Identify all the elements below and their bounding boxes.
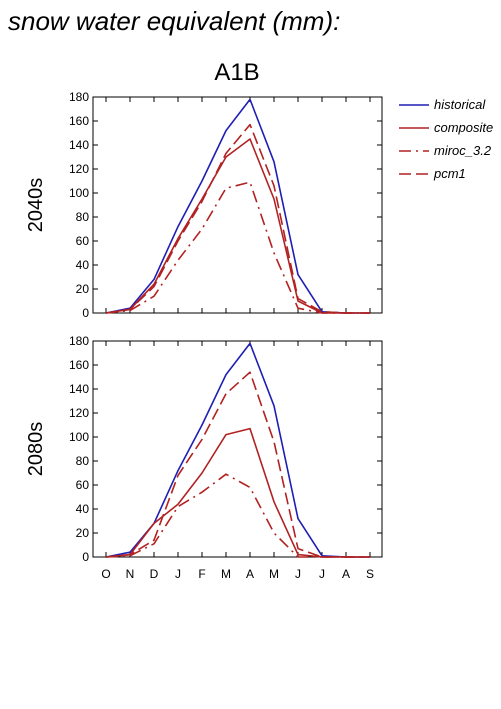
page-title: snow water equivalent (mm): (8, 6, 341, 36)
y-tick-label: 180 (69, 334, 89, 348)
panel-label-2040s: 2040s (25, 178, 47, 233)
x-tick-label: J (175, 567, 181, 581)
y-tick-label: 160 (69, 358, 89, 372)
y-tick-label: 20 (76, 526, 90, 540)
y-tick-label: 80 (76, 454, 90, 468)
legend-label-miroc_3.2: miroc_3.2 (434, 143, 492, 158)
series-line-historical-2040s (105, 98, 370, 314)
plot-frame-2040s (92, 96, 383, 314)
y-tick-label: 180 (69, 90, 89, 104)
x-tick-label: A (246, 567, 254, 581)
plot-frame-2080s (92, 340, 383, 558)
y-tick-label: 120 (69, 162, 89, 176)
x-tick-label: J (295, 567, 301, 581)
y-tick-label: 140 (69, 138, 89, 152)
y-tick-label: 0 (82, 550, 89, 564)
x-tick-label: J (319, 567, 325, 581)
y-tick-label: 60 (76, 478, 90, 492)
x-tick-label: M (221, 567, 231, 581)
scenario-title: A1B (214, 59, 259, 86)
y-tick-label: 20 (76, 282, 90, 296)
x-tick-label: S (366, 567, 374, 581)
series-line-composite-2040s (105, 138, 370, 314)
x-tick-label: N (126, 567, 135, 581)
y-tick-label: 40 (76, 258, 90, 272)
y-tick-label: 100 (69, 186, 89, 200)
series-line-historical-2080s (105, 342, 370, 558)
series-line-pcm1-2040s (105, 123, 370, 314)
legend-label-pcm1: pcm1 (433, 166, 466, 181)
y-tick-label: 140 (69, 382, 89, 396)
x-tick-label: F (198, 567, 205, 581)
x-tick-label: M (269, 567, 279, 581)
y-tick-label: 80 (76, 210, 90, 224)
y-tick-label: 120 (69, 406, 89, 420)
y-tick-label: 40 (76, 502, 90, 516)
series-line-pcm1-2080s (105, 371, 370, 558)
y-tick-label: 100 (69, 430, 89, 444)
y-tick-label: 60 (76, 234, 90, 248)
x-tick-label: A (342, 567, 350, 581)
y-tick-label: 0 (82, 306, 89, 320)
legend-label-composite: composite (434, 120, 493, 135)
y-tick-label: 160 (69, 114, 89, 128)
series-line-miroc_3.2-2040s (105, 181, 370, 314)
panel-label-2080s: 2080s (25, 422, 47, 477)
x-tick-label: O (101, 567, 110, 581)
x-tick-label: D (150, 567, 159, 581)
legend-label-historical: historical (434, 97, 486, 112)
series-line-composite-2080s (105, 427, 370, 558)
